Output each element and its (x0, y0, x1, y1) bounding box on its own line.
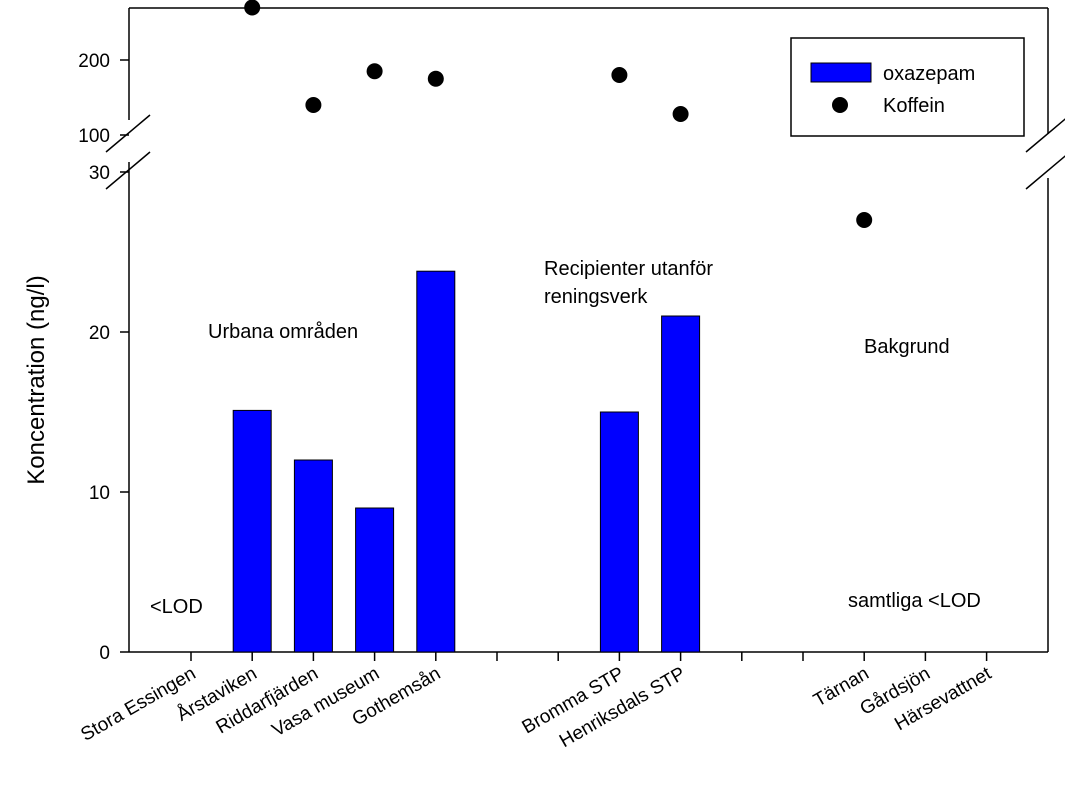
legend-label-koffein: Koffein (883, 95, 945, 117)
annotations: <LOD Urbana områden Recipienter utanför … (150, 258, 981, 618)
x-category-labels: Stora EssingenÅrstavikenRiddarfjärdenVas… (77, 663, 995, 752)
y-tick-label-200: 200 (78, 51, 110, 72)
oxazepam-bars (232, 270, 701, 653)
legend-swatch-koffein (832, 97, 848, 113)
point-koffein (366, 63, 383, 80)
axis-break-right-b (1025, 155, 1065, 190)
point-koffein (611, 67, 628, 83)
y-ticks (120, 59, 129, 653)
y-tick-label-30: 30 (89, 163, 110, 184)
koffein-points (244, 0, 873, 228)
y-tick-label-0: 0 (99, 643, 110, 664)
y-tick-labels: 200 100 30 20 10 0 (78, 51, 110, 664)
y-tick-label-20: 20 (89, 323, 110, 344)
axis-break-right-a (1025, 118, 1065, 153)
legend-swatch-oxazepam (810, 62, 872, 83)
legend-box (790, 37, 1025, 137)
y-tick-label-10: 10 (89, 483, 110, 504)
axis-break-left-a (105, 114, 151, 153)
annotation-reningsverk: reningsverk (544, 286, 648, 308)
axis-break-left-b (105, 151, 151, 190)
annotation-urbana: Urbana områden (208, 321, 358, 343)
bar-oxazepam (661, 315, 701, 653)
bar-oxazepam (293, 459, 333, 653)
bar-oxazepam (232, 409, 272, 653)
point-koffein (672, 106, 689, 122)
point-koffein (427, 70, 444, 87)
plot-frame (105, 7, 1065, 653)
annotation-bakgrund: Bakgrund (864, 336, 950, 358)
bar-oxazepam (355, 507, 395, 653)
annotation-lod: <LOD (150, 596, 203, 618)
annotation-samtliga-lod: samtliga <LOD (848, 590, 981, 612)
point-koffein (244, 0, 261, 16)
bar-oxazepam (416, 270, 456, 653)
point-koffein (305, 97, 322, 113)
x-ticks (190, 652, 988, 661)
legend-label-oxazepam: oxazepam (883, 63, 975, 85)
annotation-recipienter: Recipienter utanför (544, 258, 713, 280)
y-tick-label-100: 100 (78, 126, 110, 147)
bar-oxazepam (599, 411, 639, 653)
point-koffein (856, 212, 873, 228)
y-axis-title: Koncentration (ng/l) (23, 275, 50, 484)
legend: oxazepam Koffein (790, 37, 1025, 137)
